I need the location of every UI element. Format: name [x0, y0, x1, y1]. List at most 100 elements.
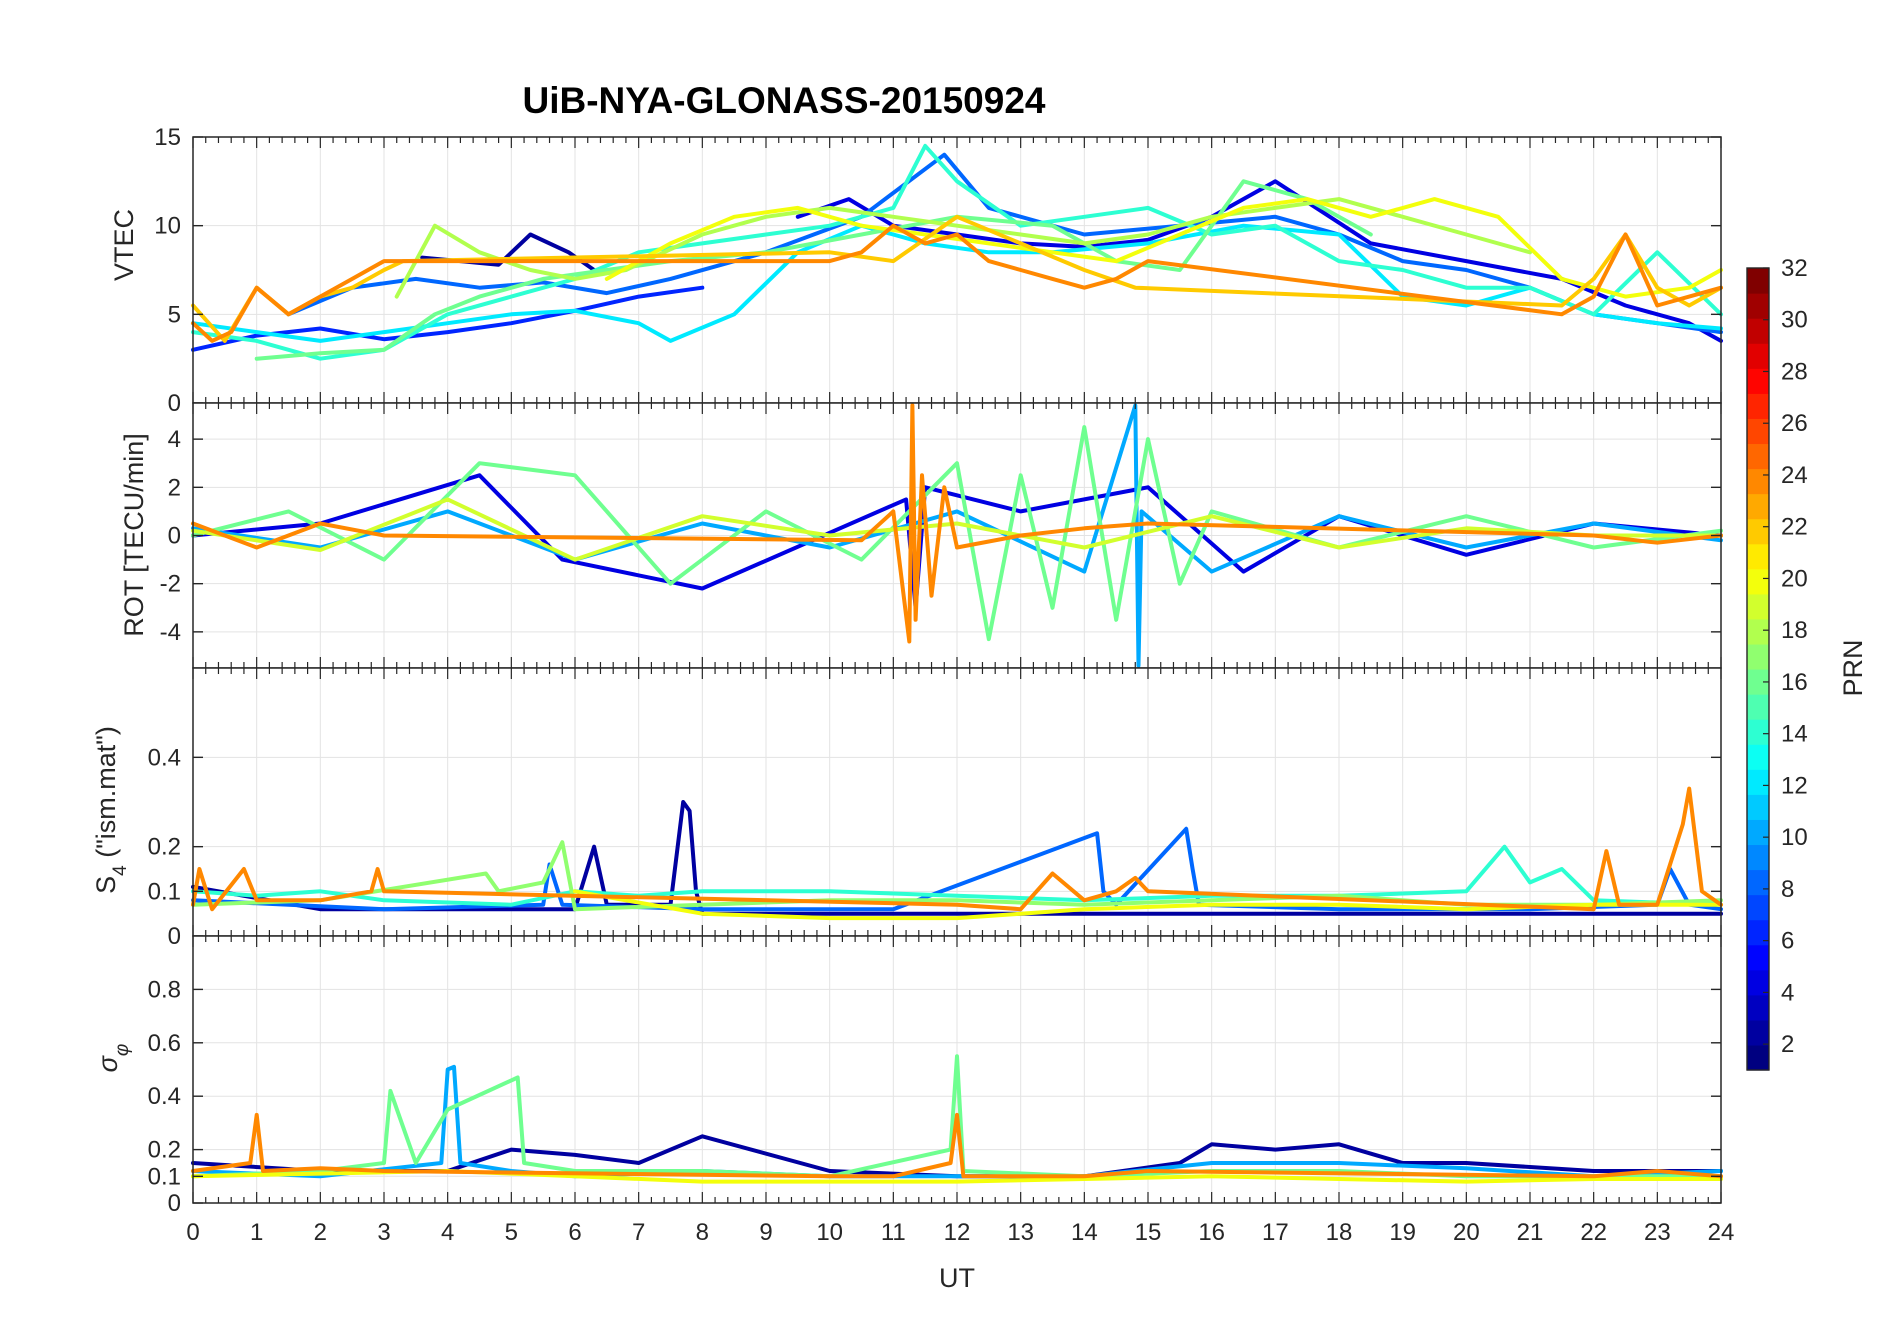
- colorbar-tick-label: 16: [1781, 669, 1808, 696]
- panel-rot: -4 -2 0 2 4 ROT [TECU/min]: [119, 402, 1723, 669]
- x-tick-label: 21: [1517, 1219, 1544, 1246]
- series-prn-19: [191, 497, 1723, 562]
- x-tick-label: 11: [881, 1219, 906, 1246]
- x-tick-label: 22: [1580, 1219, 1607, 1246]
- colorbar-segment: [1747, 393, 1769, 419]
- colorbar-segment: [1747, 618, 1769, 645]
- colorbar-segment: [1747, 844, 1769, 871]
- sigma-phi-ylabel: σφ: [93, 1044, 133, 1073]
- colorbar-segment: [1747, 318, 1769, 344]
- series-prn-24: [191, 786, 1723, 912]
- colorbar-segment: [1747, 468, 1769, 495]
- series-prn-14: [191, 844, 1723, 907]
- y-tick-label: 0.4: [148, 744, 181, 771]
- colorbar-label: PRN: [1838, 639, 1868, 696]
- series-prn-4: [191, 473, 1723, 610]
- y-tick-label: 0: [168, 390, 181, 417]
- series-prn-24: [191, 1112, 1723, 1179]
- x-tick-label: 5: [505, 1219, 518, 1246]
- colorbar-frame: [1746, 267, 1770, 1071]
- y-tick-label: 10: [154, 213, 181, 240]
- colorbar-segment: [1747, 343, 1769, 369]
- colorbar-segment: [1747, 769, 1769, 795]
- series-prn-8: [286, 152, 1723, 335]
- colorbar-segment: [1747, 894, 1769, 921]
- x-tick-label: 19: [1389, 1219, 1416, 1246]
- y-tick-label: 0.1: [148, 1163, 181, 1190]
- panel-s4: 0 0.1 0.2 0.4 S4 ("ism.mat"): [91, 667, 1723, 950]
- rot-ylabel: ROT [TECU/min]: [119, 433, 149, 637]
- x-tick-label: 15: [1135, 1219, 1162, 1246]
- series-prn-24: [191, 223, 1723, 343]
- s4-ylabel: S4 ("ism.mat"): [91, 726, 131, 894]
- series-prn-20: [191, 1169, 1723, 1184]
- y-tick-label: 0: [168, 923, 181, 950]
- x-axis-label: UT: [939, 1263, 975, 1293]
- colorbar-segment: [1747, 694, 1769, 720]
- colorbar-tick-label: 14: [1781, 721, 1808, 748]
- y-tick-label: -4: [160, 619, 181, 646]
- x-tick-label: 1: [250, 1219, 263, 1246]
- colorbar-tick-label: 24: [1781, 462, 1808, 489]
- y-tick-label: 5: [168, 301, 181, 328]
- colorbar-segment: [1747, 869, 1769, 896]
- colorbar-segment: [1747, 994, 1769, 1021]
- x-tick-label: 24: [1708, 1219, 1735, 1246]
- colorbar-segment: [1747, 819, 1769, 846]
- y-tick-label: 4: [168, 426, 181, 453]
- x-tick-label: 20: [1453, 1219, 1480, 1246]
- x-tick-label: 0: [186, 1219, 199, 1246]
- colorbar-segment: [1747, 543, 1769, 570]
- figure-title: UiB-NYA-GLONASS-20150924: [523, 80, 1046, 121]
- x-tick-label: 7: [632, 1219, 645, 1246]
- panel-sigma-phi: 00.10.2 0.4 0.6 0.8 σφ: [93, 935, 1723, 1217]
- series-prn-20: [604, 197, 1723, 299]
- x-tick-labels: 0 1 2 3 4 5 6 7 8 9 10 11 12 13 14 15 16 17 18 19 20 21 22 23 24: [186, 1219, 1734, 1246]
- colorbar-segment: [1747, 719, 1769, 745]
- colorbar-segment: [1747, 969, 1769, 996]
- colorbar-tick-label: 18: [1781, 617, 1808, 644]
- y-tick-label: 0: [168, 523, 181, 550]
- colorbar-segment: [1747, 744, 1769, 770]
- y-tick-label: 2: [168, 474, 181, 501]
- y-tick-label: 0.2: [148, 834, 181, 861]
- colorbar-segment: [1747, 518, 1769, 545]
- colorbar-tick-label: 20: [1781, 565, 1808, 592]
- x-tick-label: 3: [377, 1219, 390, 1246]
- colorbar-segment: [1747, 1019, 1769, 1046]
- x-tick-label: 18: [1326, 1219, 1353, 1246]
- x-tick-label: 14: [1071, 1219, 1098, 1246]
- x-tick-label: 8: [696, 1219, 709, 1246]
- x-tick-label: 23: [1644, 1219, 1671, 1246]
- colorbar-segment: [1747, 493, 1769, 520]
- y-tick-label: -2: [160, 571, 181, 598]
- colorbar-segment: [1747, 593, 1769, 620]
- series-prn-14: [191, 143, 1723, 361]
- colorbar-segment: [1747, 944, 1769, 971]
- x-tick-label: 12: [944, 1219, 971, 1246]
- colorbar-segment: [1747, 443, 1769, 470]
- colorbar-tick-label: 4: [1781, 979, 1794, 1006]
- colorbar-segment: [1747, 568, 1769, 595]
- colorbar-segment: [1747, 919, 1769, 946]
- colorbar-tick-label: 2: [1781, 1031, 1794, 1058]
- y-tick-label: 15: [154, 124, 181, 151]
- y-tick-label: 0: [168, 1190, 181, 1217]
- x-tick-label: 2: [314, 1219, 327, 1246]
- y-tick-label: 0.1: [148, 878, 181, 905]
- y-tick-label: 0.6: [148, 1030, 181, 1057]
- colorbar-segment: [1747, 293, 1769, 319]
- series-prn-18: [394, 197, 1532, 299]
- panel-vtec: 0 5 10 15 VTEC: [109, 124, 1723, 417]
- colorbar-tick-label: 30: [1781, 307, 1808, 334]
- y-tick-label: 0.4: [148, 1083, 181, 1110]
- y-tick-label: 0.2: [148, 1137, 181, 1164]
- colorbar-tick-label: 22: [1781, 514, 1808, 541]
- colorbar-segment: [1747, 669, 1769, 695]
- x-tick-label: 6: [568, 1219, 581, 1246]
- colorbar-tick-label: 8: [1781, 876, 1794, 903]
- colorbar-tick-label: 32: [1781, 255, 1808, 282]
- x-tick-label: 16: [1198, 1219, 1225, 1246]
